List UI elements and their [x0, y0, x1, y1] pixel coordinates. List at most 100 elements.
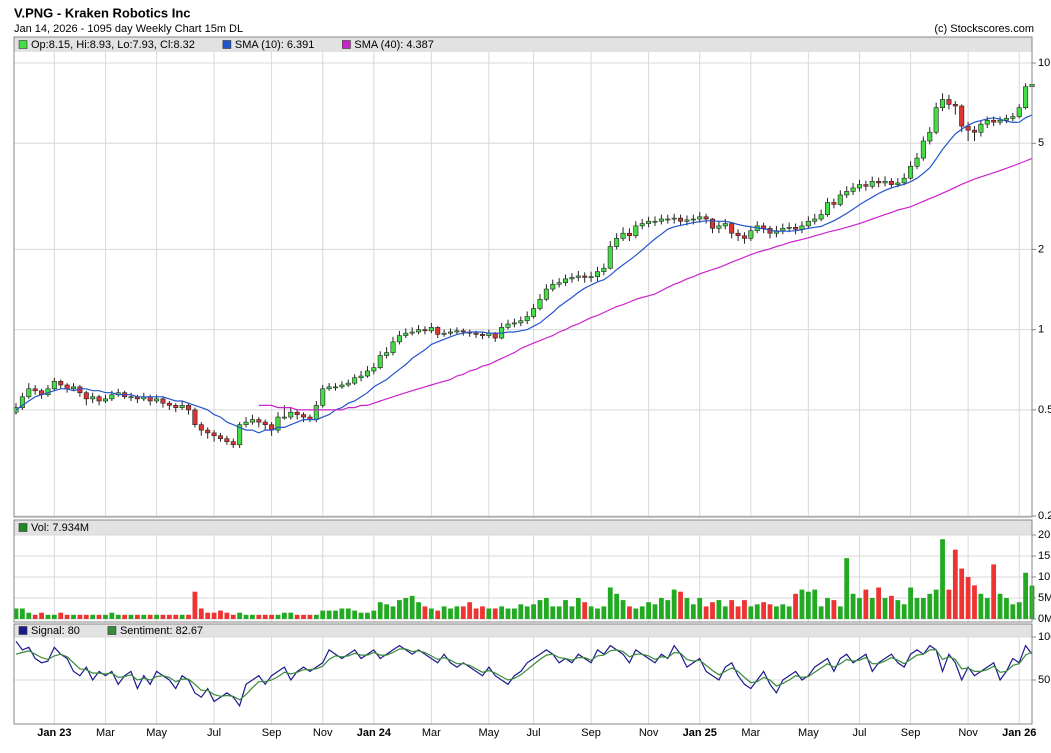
volume-bar — [326, 610, 332, 619]
candle-body — [1003, 118, 1009, 121]
volume-bar — [786, 606, 792, 619]
volume-bar — [952, 549, 958, 619]
candle-body — [914, 157, 920, 167]
volume-bar — [294, 614, 300, 619]
y-tick-label: 50 — [1038, 674, 1050, 686]
volume-bar — [895, 600, 901, 619]
candle-body — [249, 419, 255, 423]
x-tick-label: Mar — [741, 727, 760, 739]
candle-body — [888, 181, 894, 185]
volume-bar — [396, 600, 402, 619]
candle-body — [237, 424, 243, 446]
candle-body — [83, 392, 89, 400]
candle-body — [428, 327, 434, 332]
volume-bar — [512, 608, 517, 619]
volume-bar — [863, 589, 869, 619]
volume-bar — [524, 606, 530, 619]
volume-bar — [946, 589, 952, 619]
volume-bar — [403, 598, 409, 619]
candle-body — [186, 405, 192, 411]
y-tick-label: 5M — [1038, 592, 1051, 604]
x-tick-label: Nov — [639, 727, 659, 739]
x-tick-label: Jul — [527, 727, 541, 739]
volume-bar — [882, 598, 888, 619]
candle-body — [818, 214, 824, 220]
legend-band — [14, 37, 1032, 52]
volume-bar — [697, 598, 703, 619]
volume-bar — [460, 606, 466, 619]
volume-bar — [281, 612, 287, 619]
volume-bar — [831, 600, 837, 619]
volume-bar — [684, 598, 690, 619]
x-tick-label: Jan 23 — [37, 727, 71, 739]
candle-body — [614, 238, 620, 247]
panel: 0M 5M 10 15 20 Vol: 7.934M — [13, 519, 1051, 625]
volume-bar — [243, 614, 249, 619]
volume-bar — [428, 608, 434, 619]
candle-body — [51, 381, 57, 390]
volume-bar — [333, 610, 338, 619]
candle-body — [71, 386, 77, 390]
volume-bar — [198, 608, 204, 619]
volume-bar — [467, 602, 473, 619]
volume-bar — [409, 595, 415, 619]
y-tick-label: 0M — [1038, 613, 1051, 625]
candle-body — [371, 367, 377, 372]
volume-bar — [920, 598, 926, 619]
candle-body — [396, 335, 402, 343]
candle-body — [991, 119, 997, 123]
volume-bar — [441, 606, 447, 619]
volume-bar — [1016, 602, 1022, 619]
candle-body — [786, 227, 792, 229]
y-tick-label: 0.5 — [1038, 404, 1051, 416]
panel-frame — [13, 36, 1033, 518]
volume-bar — [965, 577, 971, 619]
volume-bar — [13, 608, 19, 619]
candle-body — [243, 421, 249, 426]
candle-body — [384, 352, 390, 356]
volume-bar — [818, 606, 824, 619]
candle-body — [652, 220, 658, 223]
x-tick-label: Nov — [313, 727, 333, 739]
volume-bar — [639, 606, 645, 619]
candle-body — [671, 217, 677, 220]
candle-body — [211, 432, 217, 437]
x-tick-label: May — [478, 727, 499, 739]
candle-body — [537, 298, 543, 309]
volume-bar — [658, 598, 664, 619]
volume-bar — [147, 614, 153, 619]
series-line — [15, 648, 1033, 701]
candle-body — [90, 396, 96, 400]
volume-bar — [179, 614, 185, 619]
candle-body — [626, 232, 632, 237]
chart-subtitle: Jan 14, 2026 - 1095 day Weekly Chart 15m… — [14, 23, 243, 35]
candle-body — [326, 386, 332, 390]
candle-body — [812, 218, 818, 222]
candle-body — [684, 219, 690, 222]
legend-label: Vol: 7.934M — [31, 522, 89, 534]
candle-body — [288, 411, 294, 418]
legend-band — [14, 520, 1032, 535]
volume-bar — [767, 604, 773, 619]
candle-body — [390, 341, 396, 353]
volume-bar — [978, 593, 984, 619]
volume-bar — [192, 591, 198, 619]
volume-bar — [141, 614, 147, 619]
volume-bar — [154, 614, 159, 619]
volume-bar — [128, 614, 134, 619]
candle-body — [313, 405, 319, 420]
volume-bar — [972, 585, 977, 619]
volume-bar — [122, 614, 128, 619]
volume-bar — [678, 591, 683, 619]
volume-bar — [710, 602, 715, 619]
volume-bar — [45, 614, 51, 619]
candle-body — [294, 411, 300, 415]
volume-bar — [671, 589, 677, 619]
y-tick-label: 2 — [1038, 243, 1044, 255]
volume-bar — [543, 598, 549, 619]
candle-body — [147, 396, 153, 402]
volume-bar — [607, 587, 613, 619]
candle-body — [607, 246, 613, 269]
legend-swatch — [107, 626, 117, 635]
